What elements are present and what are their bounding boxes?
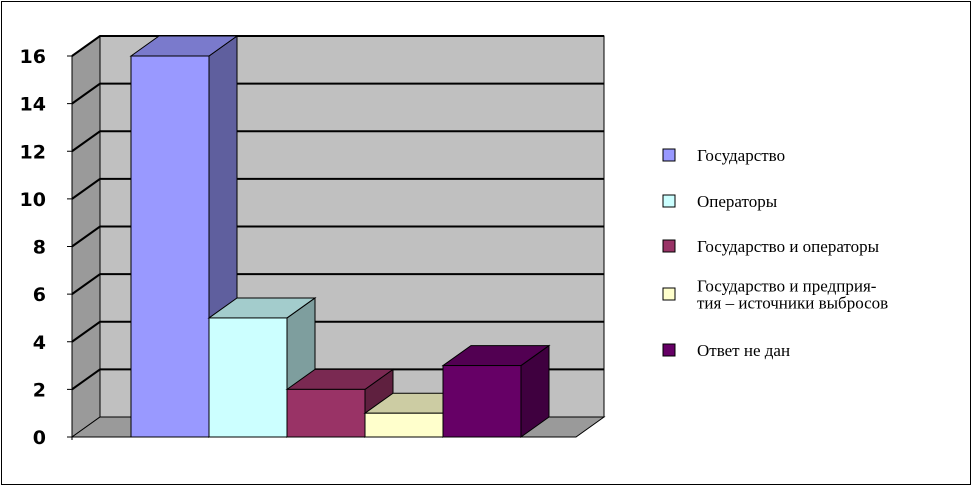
y-tick-label: 0 [33,427,46,449]
legend-label: тия – источники выбросов [697,294,888,313]
gridline [71,130,604,153]
y-tick-label: 14 [20,94,46,116]
y-tick-label: 10 [20,189,46,211]
y-tick-label: 6 [33,284,46,306]
legend-label: Ответ не дан [697,341,790,360]
legend-swatch [662,343,676,357]
gridline [71,82,604,105]
legend-label: Операторы [697,192,778,211]
legend-label: Государство [697,146,785,165]
bar [208,317,288,438]
legend-swatch [662,287,676,301]
y-tick-label: 4 [33,332,46,354]
y-tick-label: 16 [20,46,46,68]
gridline [71,177,604,200]
gridline [71,368,604,391]
legend-label: Государство и предприя- [697,277,877,296]
bar [364,412,444,438]
legend-swatch [662,239,676,253]
legend-swatch [662,148,676,162]
bar [286,388,366,438]
gridline [71,225,604,248]
legend-swatch [662,194,676,208]
gridline [71,320,604,343]
y-tick-label: 8 [33,237,46,259]
y-tick-label: 2 [33,379,46,401]
bar [442,365,522,438]
gridline [71,35,604,57]
y-tick-label: 12 [20,141,46,163]
gridline [71,273,604,295]
legend-label: Государство и операторы [697,237,880,256]
bar [130,55,210,438]
